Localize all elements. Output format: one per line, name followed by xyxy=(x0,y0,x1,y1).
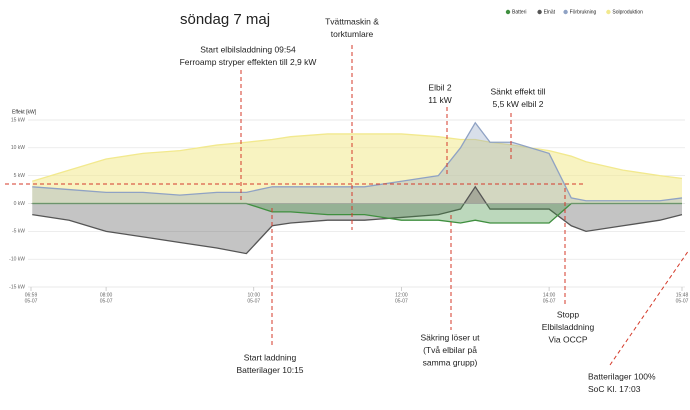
annotation: Batterilager 10:15 xyxy=(236,365,303,375)
annotation: Stopp xyxy=(557,309,579,319)
legend-label: Solproduktion xyxy=(612,9,643,15)
legend-marker xyxy=(537,9,542,15)
plot xyxy=(28,119,685,291)
x-tick-date: 05-07 xyxy=(543,298,556,304)
x-tick-label: 12:00 xyxy=(395,292,408,298)
x-tick-date: 05-07 xyxy=(676,298,689,304)
annotation: torktumlare xyxy=(331,29,374,39)
x-tick-date: 05-07 xyxy=(25,298,38,304)
annotation: Säkring löser ut xyxy=(420,332,480,342)
annotation: Ferroamp stryper effekten till 2,9 kW xyxy=(180,57,317,67)
y-axis-label: Effekt [kW] xyxy=(12,109,37,115)
legend-marker xyxy=(505,9,511,15)
legend-label: Batteri xyxy=(512,9,526,15)
y-tick-label: 15 kW xyxy=(11,117,25,123)
annotation: 11 kW xyxy=(428,95,451,105)
area xyxy=(32,203,682,223)
legend-label: Förbrukning xyxy=(570,9,597,15)
annotation: Batterilager 100% xyxy=(588,371,656,381)
y-tick-label: -10 kW xyxy=(9,256,25,262)
annotation: (Två elbilar på xyxy=(423,345,477,355)
y-tick-label: 5 kW xyxy=(14,173,26,179)
annotation: Start elbilsladdning 09:54 xyxy=(200,44,296,54)
legend-marker xyxy=(606,9,611,15)
annotation: samma grupp) xyxy=(423,357,478,367)
annotation: Sänkt effekt till xyxy=(490,86,545,96)
y-tick-label: 0 kW xyxy=(14,201,26,207)
line xyxy=(32,133,683,182)
annotation: Elbilsladdning xyxy=(542,322,595,332)
x-tick-date: 05-07 xyxy=(100,298,113,304)
x-tick-label: 15:48 xyxy=(676,292,689,298)
x-tick-label: 08:00 xyxy=(100,292,113,298)
y-tick-label: 10 kW xyxy=(11,145,25,151)
annotation: Via OCCP xyxy=(548,334,587,344)
x-tick-label: 14:00 xyxy=(543,292,556,298)
x-tick-label: 06:59 xyxy=(25,292,38,298)
annotation-line xyxy=(609,249,690,366)
annotation: 5,5 kW elbil 2 xyxy=(492,99,543,109)
x-tick-date: 05-07 xyxy=(395,298,408,304)
y-tick-label: -5 kW xyxy=(12,229,25,235)
x-tick-label: 10:00 xyxy=(248,292,261,298)
annotation: Elbil 2 xyxy=(428,82,451,92)
area xyxy=(32,122,682,204)
annotation: Tvättmaskin & xyxy=(325,16,379,26)
legend-label: Elnät xyxy=(544,9,556,15)
chart-title: söndag 7 maj xyxy=(180,11,270,28)
line xyxy=(32,121,683,202)
legend-marker xyxy=(563,9,568,15)
x-tick-date: 05-07 xyxy=(247,298,260,304)
area xyxy=(32,133,682,204)
annotation: SoC Kl. 17:03 xyxy=(588,384,641,394)
y-tick-label: -15 kW xyxy=(9,284,25,290)
line xyxy=(32,185,683,255)
annotation: Start laddning xyxy=(244,352,297,362)
